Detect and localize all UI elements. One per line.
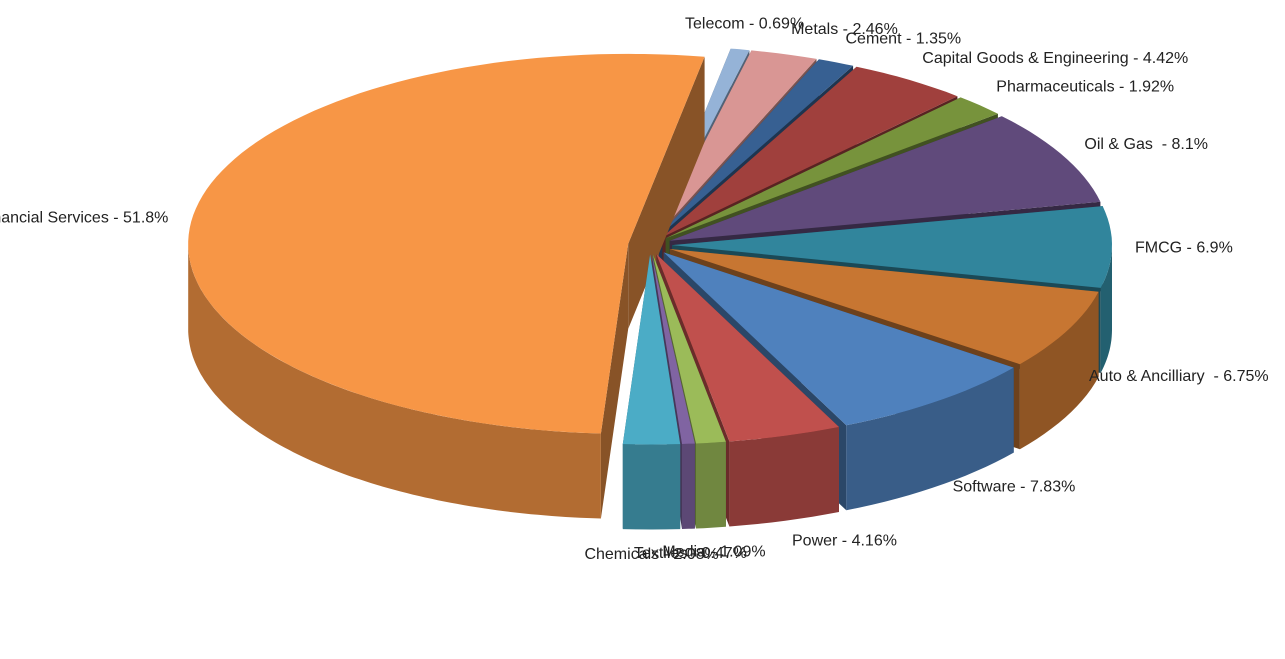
slice-label: Chemicals - 2.08% [584,546,718,563]
slice-top [665,97,998,239]
slice [188,53,705,519]
slice-wall [846,367,1014,511]
slice-top [663,252,1014,426]
slice-label: Telecom - 0.69% [685,16,804,33]
slice-label: Financial Services - 51.8% [0,210,168,227]
slice-wall [622,444,681,530]
slice-label: FMCG - 6.9% [1135,239,1233,256]
slice-label: Oil & Gas - 8.1% [1084,136,1208,153]
slice-top [188,53,705,434]
slice-label: Cement - 1.35% [846,30,962,47]
slice-label: Capital Goods & Engineering - 4.42% [922,50,1188,67]
slice-top [651,254,695,444]
slice-label: Power - 4.16% [792,533,897,550]
slice-top [622,254,681,445]
slice-wall [696,441,726,529]
slice-top [662,66,958,238]
slice-top [656,50,817,236]
slice-wall [188,243,601,519]
slice-top [669,116,1101,241]
slice-top [672,206,1112,288]
slice-top [656,254,839,442]
slice-wall [682,443,695,529]
slice-label: Auto & Ancilliary - 6.75% [1089,368,1269,385]
slice-wall [1100,245,1112,373]
slice-side [628,56,705,329]
slice-label: Textiles - 0.47% [634,545,747,562]
slice-label: Media - 1.09% [662,544,765,561]
slice-top [658,59,854,237]
slice-top [652,254,726,444]
slice-wall [1019,291,1099,450]
slice [622,254,681,530]
slice-side [600,243,629,519]
slice-label: Software - 7.83% [953,478,1076,495]
slice-label: Pharmaceuticals - 1.92% [996,79,1174,96]
slice-top [669,249,1099,365]
slice-wall [729,427,839,527]
slice-label: Metals - 2.46% [791,21,898,38]
